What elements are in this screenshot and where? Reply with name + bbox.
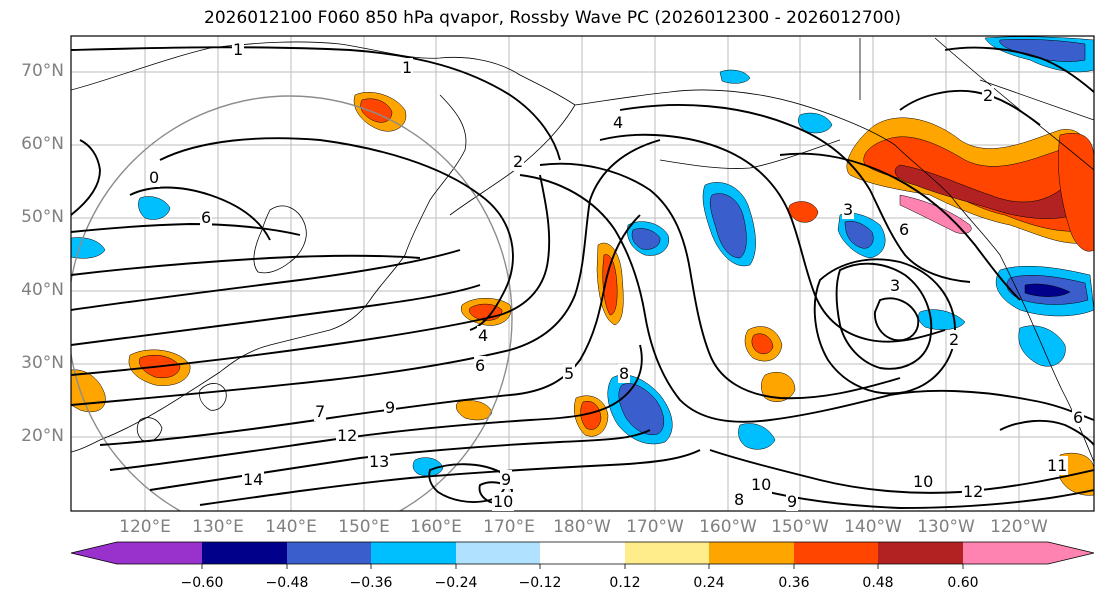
contour-label: 4 xyxy=(612,113,625,132)
lon-label-150e: 150°E xyxy=(338,517,390,537)
colorbar-segment xyxy=(540,542,625,564)
contour-label: 8 xyxy=(733,490,746,509)
colorbar-tick-label: −0.60 xyxy=(180,575,224,591)
colorbar-segment xyxy=(456,542,540,564)
colorbar-segment xyxy=(371,542,456,564)
colorbar-tick-label: 0.12 xyxy=(609,575,641,591)
colorbar-segment xyxy=(709,542,794,564)
contour-label: 10 xyxy=(492,492,515,511)
colorbar-high-extension xyxy=(1048,542,1094,564)
contour-label: 6 xyxy=(474,356,487,375)
lat-label-50n: 50°N xyxy=(21,207,64,227)
map-panel xyxy=(70,35,1095,512)
contour-label: 3 xyxy=(842,200,855,219)
contour-label: 10 xyxy=(912,472,935,491)
lon-label-120w: 120°W xyxy=(990,517,1048,537)
colorbar-tick-label: −0.12 xyxy=(518,575,562,591)
lon-label-120e: 120°E xyxy=(119,517,171,537)
colorbar-tick-label: 0.36 xyxy=(778,575,810,591)
lon-label-160w: 160°W xyxy=(699,517,757,537)
colorbar-segment xyxy=(202,542,287,564)
lon-label-150w: 150°W xyxy=(771,517,829,537)
lon-label-160e: 160°E xyxy=(410,517,462,537)
contour-label: 4 xyxy=(477,326,490,345)
colorbar-tick-label: 0.48 xyxy=(862,575,894,591)
colorbar-segment xyxy=(287,542,371,564)
contour-label: 8 xyxy=(618,364,631,383)
colorbar-tick-label: −0.36 xyxy=(349,575,393,591)
lon-label-140e: 140°E xyxy=(265,517,317,537)
lat-label-60n: 60°N xyxy=(21,134,64,154)
contour-label: 12 xyxy=(336,426,359,445)
lon-label-170w: 170°W xyxy=(626,517,684,537)
vapor-anomaly-shading xyxy=(71,36,1094,496)
lon-label-140w: 140°W xyxy=(844,517,902,537)
colorbar-segment xyxy=(878,542,963,564)
colorbar-low-extension xyxy=(71,542,117,564)
lon-label-170e: 170°E xyxy=(483,517,535,537)
lat-label-20n: 20°N xyxy=(21,426,64,446)
contour-label: 7 xyxy=(314,402,327,421)
qvapor-contours xyxy=(71,46,1094,509)
contour-label: 10 xyxy=(750,475,773,494)
contour-label: 2 xyxy=(948,330,961,349)
colorbar-segment xyxy=(794,542,878,564)
figure-title: 2026012100 F060 850 hPa qvapor, Rossby W… xyxy=(204,8,901,28)
colorbar xyxy=(70,541,1095,569)
colorbar-segment xyxy=(117,542,202,564)
contour-label: 12 xyxy=(962,482,985,501)
contour-label: 6 xyxy=(898,220,911,239)
contour-label: 0 xyxy=(148,168,161,187)
contour-label: 6 xyxy=(1072,408,1085,427)
contour-label: 13 xyxy=(368,452,391,471)
contour-label: 9 xyxy=(786,492,799,511)
contour-label: 1 xyxy=(401,58,414,77)
contour-label: 14 xyxy=(242,470,265,489)
contour-label: 3 xyxy=(889,276,902,295)
contour-label: 5 xyxy=(563,364,576,383)
contour-label: 1 xyxy=(232,40,245,59)
colorbar-segment xyxy=(963,542,1048,564)
contour-label: 9 xyxy=(384,398,397,417)
contour-label: 11 xyxy=(1046,456,1069,475)
lon-label-130e: 130°E xyxy=(192,517,244,537)
lat-label-70n: 70°N xyxy=(21,61,64,81)
lon-label-130w: 130°W xyxy=(917,517,975,537)
lat-label-40n: 40°N xyxy=(21,280,64,300)
contour-label: 9 xyxy=(500,470,513,489)
colorbar-tick-label: 0.60 xyxy=(947,575,979,591)
lon-label-180w: 180°W xyxy=(553,517,611,537)
contour-label: 2 xyxy=(982,86,995,105)
colorbar-tick-label: 0.24 xyxy=(693,575,725,591)
lat-label-30n: 30°N xyxy=(21,353,64,373)
reference-circle xyxy=(71,95,513,511)
contour-label: 6 xyxy=(200,208,213,227)
colorbar-tick-label: −0.48 xyxy=(265,575,309,591)
contour-label: 2 xyxy=(512,152,525,171)
colorbar-tick-label: −0.24 xyxy=(434,575,478,591)
colorbar-segment xyxy=(625,542,709,564)
